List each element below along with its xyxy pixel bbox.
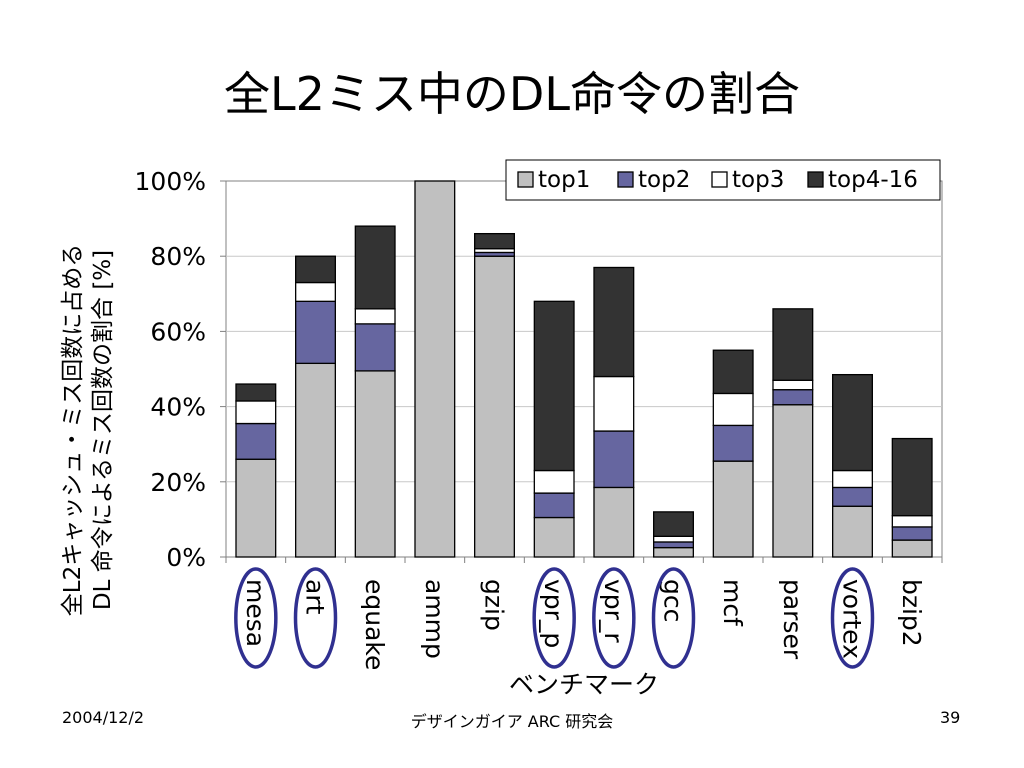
bar-segment-top1 xyxy=(354,370,396,558)
bar-segment-top3 xyxy=(295,281,336,302)
bar-segment-top3 xyxy=(653,535,694,543)
y-tick-label: 40% xyxy=(150,393,206,422)
x-category-label: ammp xyxy=(420,579,449,659)
footer-organization: デザインガイア ARC 研究会 xyxy=(410,712,614,731)
legend-swatch-top2 xyxy=(617,171,634,188)
bar-segment-top3 xyxy=(891,514,933,528)
bar-segment-top3 xyxy=(235,400,277,425)
x-category-label: gcc xyxy=(659,579,688,622)
bar-segment-top4-16 xyxy=(295,255,336,284)
bar-segment-top2 xyxy=(832,486,873,507)
bar-segment-top2 xyxy=(354,323,396,372)
bar-segment-top4-16 xyxy=(593,266,635,378)
plot-area xyxy=(225,180,943,558)
bar-segment-top4-16 xyxy=(832,373,873,472)
legend-label-top4-16: top4-16 xyxy=(828,167,918,193)
gridlines xyxy=(226,255,942,483)
legend-swatch-top4-16 xyxy=(807,171,824,188)
x-category-label: parser xyxy=(778,579,807,660)
bar-segment-top2 xyxy=(295,300,336,365)
y-axis-ticks: 0% 20% 40% 60% 80% 100% xyxy=(135,167,226,572)
y-tick-label: 0% xyxy=(166,543,206,572)
bar-segment-top4-16 xyxy=(235,383,277,402)
bar-segment-top4-16 xyxy=(712,349,754,395)
bar-segment-top1 xyxy=(712,460,754,558)
bar-segment-top1 xyxy=(533,516,575,558)
bar-segment-top4-16 xyxy=(772,308,814,381)
x-category-label: vortex xyxy=(838,579,867,659)
x-category-label: art xyxy=(301,579,330,615)
bar-segment-top2 xyxy=(772,389,814,406)
y-axis-label-line2: DL 命令によるミス回数の割合 [%] xyxy=(90,250,116,610)
bar-segment-top3 xyxy=(354,308,396,325)
x-category-label: vpr_r xyxy=(599,579,628,643)
bar-segment-top4-16 xyxy=(354,225,396,310)
x-category-label: gzip xyxy=(480,579,509,631)
bar-segment-top2 xyxy=(593,430,635,489)
bar-segment-top2 xyxy=(712,424,754,462)
bar-segment-top1 xyxy=(235,458,277,558)
x-axis-label: ベンチマーク xyxy=(509,670,659,699)
bar-segment-top1 xyxy=(593,486,635,558)
bar-segment-top3 xyxy=(533,469,575,494)
bar-segment-top3 xyxy=(772,379,814,391)
bars xyxy=(235,180,933,558)
bar-segment-top4-16 xyxy=(533,300,575,472)
bar-segment-top2 xyxy=(653,541,694,549)
highlight-circles xyxy=(234,567,875,669)
highlight-circle xyxy=(830,567,875,669)
x-category-label: mesa xyxy=(241,579,270,647)
bar-segment-top2 xyxy=(891,526,933,541)
y-tick-label: 100% xyxy=(135,167,206,196)
bar-segment-top1 xyxy=(474,255,515,558)
bar-segment-top1 xyxy=(414,180,456,558)
bar-segment-top1 xyxy=(891,539,933,558)
y-axis-label-line1: 全L2キャッシュ・ミス回数に占める xyxy=(60,244,86,616)
legend-swatch-top1 xyxy=(517,171,534,188)
highlight-circle xyxy=(293,567,338,669)
y-tick-label: 80% xyxy=(150,242,206,271)
legend-label-top2: top2 xyxy=(638,167,690,193)
bar-segment-top2 xyxy=(235,422,277,460)
bar-segment-top4-16 xyxy=(891,437,933,517)
bar-segment-top4-16 xyxy=(474,232,515,250)
bar-segment-top3 xyxy=(593,375,635,432)
bar-segment-top3 xyxy=(832,469,873,489)
x-category-label: vpr_p xyxy=(539,579,568,648)
bar-segment-top1 xyxy=(295,362,336,558)
legend: top1 top2 top3 top4-16 xyxy=(505,159,941,201)
x-category-label: equake xyxy=(360,579,389,670)
bar-segment-top3 xyxy=(712,392,754,427)
slide-title: 全L2ミス中のDL命令の割合 xyxy=(224,67,800,121)
y-tick-label: 60% xyxy=(150,317,206,346)
legend-swatch-top3 xyxy=(711,171,728,188)
bar-segment-top1 xyxy=(832,505,873,558)
bar-segment-top4-16 xyxy=(653,511,694,537)
highlight-circle xyxy=(651,567,696,669)
x-axis-categories: mesa art equake ammp gzip vpr_p vpr_r gcc mcf par… xyxy=(225,557,943,670)
y-tick-label: 20% xyxy=(150,468,206,497)
legend-label-top3: top3 xyxy=(732,167,784,193)
bar-segment-top1 xyxy=(772,404,814,558)
legend-label-top1: top1 xyxy=(538,167,590,193)
x-category-label: mcf xyxy=(718,579,747,627)
footer-date: 2004/12/2 xyxy=(62,708,145,727)
bar-segment-top2 xyxy=(533,492,575,519)
x-category-label: bzip2 xyxy=(897,579,926,647)
highlight-circle xyxy=(592,567,636,669)
page-number: 39 xyxy=(940,708,961,727)
bar-segment-top1 xyxy=(653,546,694,558)
highlight-circle xyxy=(234,567,278,669)
highlight-circle xyxy=(532,567,576,669)
